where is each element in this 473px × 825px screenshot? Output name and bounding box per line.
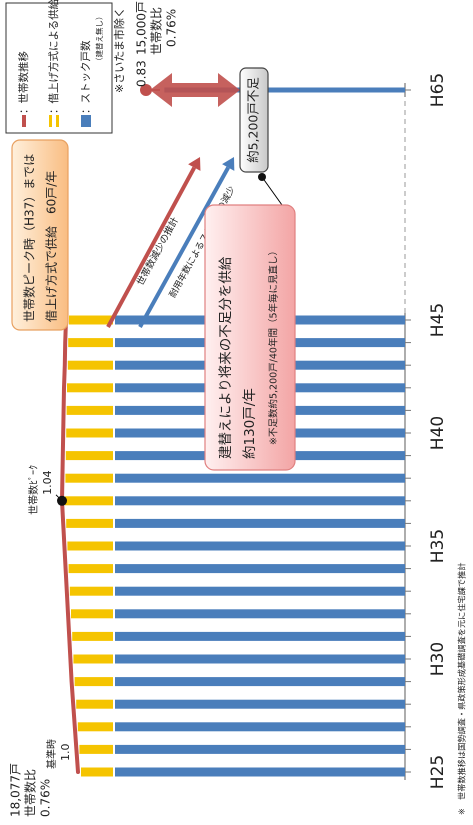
bar bbox=[115, 699, 405, 709]
bar bbox=[115, 631, 405, 641]
bar bbox=[115, 564, 405, 574]
supply-segment bbox=[81, 767, 113, 777]
supply-segment bbox=[77, 722, 114, 732]
shortage-box bbox=[239, 67, 269, 173]
legend-label: ：世帯数推移 bbox=[17, 51, 30, 114]
x-tick-label: H40 bbox=[428, 416, 448, 450]
share-label: 0.76% bbox=[165, 9, 179, 47]
callout bbox=[261, 176, 283, 206]
supply-segment bbox=[73, 654, 113, 664]
rebuild-box bbox=[204, 204, 296, 471]
supply-segment bbox=[65, 496, 113, 506]
line bbox=[59, 318, 80, 774]
bar bbox=[115, 518, 405, 528]
x-tick-label: H45 bbox=[428, 303, 448, 337]
supply-segment bbox=[66, 428, 113, 438]
supply-segment bbox=[67, 360, 114, 370]
bar bbox=[115, 496, 405, 506]
x-tick-label: H35 bbox=[428, 529, 448, 563]
peak-marker bbox=[57, 495, 67, 506]
bar bbox=[115, 722, 405, 732]
end-point bbox=[140, 84, 152, 96]
supply-segment bbox=[66, 518, 113, 528]
ratio-note: 世帯数比 bbox=[23, 769, 38, 817]
supply-segment bbox=[66, 405, 113, 415]
bar bbox=[115, 677, 405, 687]
supply-segment bbox=[67, 541, 113, 551]
value-label: 1.04 bbox=[41, 470, 54, 495]
trend-arrow-head bbox=[188, 157, 201, 171]
ratio-note: 世帯数比 bbox=[149, 7, 164, 55]
exclusion-note: ※さいたま市除く bbox=[112, 7, 126, 93]
value-label: 15,000戸 bbox=[135, 1, 149, 55]
value-label: 18,077戸 bbox=[9, 763, 23, 817]
supply-segment bbox=[74, 677, 113, 687]
bar bbox=[115, 473, 405, 483]
legend-swatch bbox=[49, 115, 52, 127]
x-tick-label: H25 bbox=[428, 755, 448, 789]
footnote: ※ 世帯数推移は国勢調査・県政策形成基礎調査を元に住宅課で推計 bbox=[457, 563, 467, 816]
value-label: 1.0 bbox=[59, 744, 72, 762]
supply-segment bbox=[79, 744, 113, 754]
shortage-arrow bbox=[150, 73, 240, 107]
x-tick-label: H65 bbox=[428, 73, 448, 107]
rebuild-box-text: 約130戸/年 bbox=[242, 388, 258, 459]
trend-arrow bbox=[138, 166, 230, 328]
peak-note: 世帯数ﾋﾟｰｸ bbox=[27, 465, 40, 515]
bar bbox=[115, 609, 405, 619]
callout-dot bbox=[258, 173, 266, 181]
supply-segment bbox=[68, 564, 113, 574]
trend-arrow bbox=[106, 166, 197, 328]
peak-box-text: 世帯数ピーク時（H37）までは bbox=[22, 154, 37, 322]
legend-swatch bbox=[81, 115, 91, 127]
supply-segment bbox=[65, 473, 113, 483]
trend-label: 世帯数減少の推計 bbox=[134, 215, 181, 288]
supply-segment bbox=[71, 609, 113, 619]
rebuild-box-text: ※不足数約5,200戸/40年間（5年毎に見直し） bbox=[268, 246, 280, 445]
trend-arrow-head bbox=[222, 157, 235, 171]
supply-segment bbox=[76, 699, 113, 709]
peak-box-text: 借上げ方式で供給 60戸/年 bbox=[44, 171, 59, 322]
supply-segment bbox=[72, 631, 113, 641]
supply-segment bbox=[67, 383, 113, 393]
shortage-text: 約5,200戸不足 bbox=[246, 77, 261, 163]
legend-label: ：借上げ方式による供給 bbox=[47, 0, 60, 114]
supply-segment bbox=[69, 315, 113, 325]
supply-segment bbox=[68, 338, 113, 348]
bar bbox=[115, 744, 405, 754]
supply-segment bbox=[65, 451, 114, 461]
peak-box bbox=[11, 139, 69, 331]
bar bbox=[115, 654, 405, 664]
legend-label: ：ストック戸数 bbox=[79, 40, 92, 114]
rebuild-box-text: 建替えにより将来の不足分を供給 bbox=[218, 256, 234, 459]
legend-box bbox=[5, 2, 113, 134]
value-label: 0.83 bbox=[135, 60, 149, 87]
bar bbox=[115, 541, 405, 551]
legend-sub: （建替え無し） bbox=[94, 13, 104, 66]
share-label: 0.76% bbox=[39, 779, 53, 817]
supply-segment bbox=[69, 586, 114, 596]
x-tick-label: H30 bbox=[428, 642, 448, 676]
base-note: 基準時 bbox=[45, 739, 58, 769]
bar bbox=[115, 586, 405, 596]
legend-swatch bbox=[56, 115, 59, 127]
bar bbox=[115, 767, 405, 777]
